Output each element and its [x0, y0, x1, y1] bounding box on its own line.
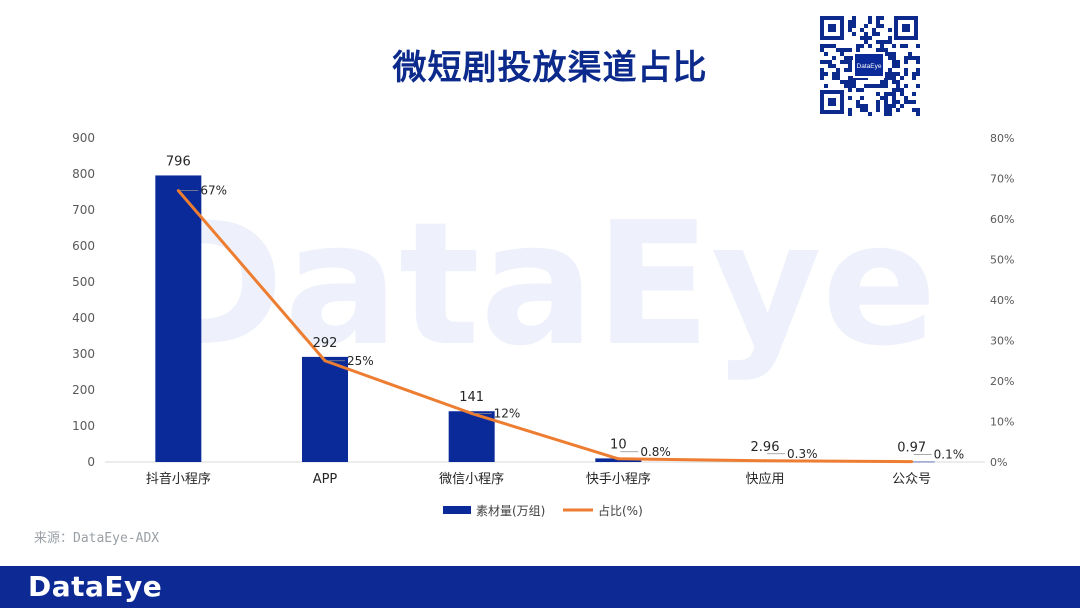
bar-series	[155, 175, 935, 463]
line-point	[616, 457, 620, 461]
legend-bar-label: 素材量(万组)	[476, 504, 545, 518]
line-value-label: 0.3%	[787, 447, 818, 461]
category-label: APP	[313, 472, 338, 487]
left-tick-label: 600	[72, 239, 95, 253]
bar-data-labels: 796 292 141 10 2.96 0.97	[166, 154, 926, 455]
bar-value-label: 796	[166, 154, 191, 169]
right-tick-label: 50%	[990, 254, 1014, 267]
line-value-label: 12%	[494, 406, 521, 420]
right-tick-label: 0%	[990, 456, 1007, 469]
category-label: 快应用	[745, 471, 784, 487]
left-tick-label: 700	[72, 203, 95, 217]
line-point	[763, 459, 767, 463]
footer-bar: DataEye	[0, 566, 1080, 608]
qr-center-logo: DataEye	[857, 63, 882, 70]
watermark: DataEye	[143, 186, 937, 384]
qr-code: DataEye	[818, 14, 920, 116]
left-tick-label: 900	[72, 131, 95, 145]
bar	[302, 356, 348, 462]
right-tick-label: 10%	[990, 416, 1014, 429]
bar-value-label: 2.96	[751, 440, 780, 455]
legend-bar-swatch	[443, 506, 471, 514]
x-axis-labels: 抖音小程序 APP 微信小程序 快手小程序 快应用 公众号	[146, 471, 931, 487]
left-axis: 0 100 200 300 400 500 600 700 800 900	[72, 131, 95, 469]
legend: 素材量(万组) 占比(%)	[443, 503, 643, 518]
line-series	[176, 189, 914, 464]
right-axis: 0% 10% 20% 30% 40% 50% 60% 70% 80%	[990, 132, 1014, 469]
right-tick-label: 30%	[990, 335, 1014, 348]
category-label: 快手小程序	[586, 472, 651, 487]
left-tick-label: 400	[72, 311, 95, 325]
bar	[155, 175, 202, 462]
right-tick-label: 70%	[990, 173, 1014, 186]
chart-title: 微短剧投放渠道占比	[392, 48, 708, 88]
line-value-label: 25%	[347, 354, 374, 368]
line-point	[470, 411, 474, 415]
bar-value-label: 0.97	[897, 441, 926, 456]
combo-chart: DataEye 0 100 200 300 400 500 600 700 800 900 0% 1…	[72, 131, 1014, 518]
category-label: 公众号	[892, 472, 931, 487]
right-tick-label: 40%	[990, 294, 1014, 307]
bar-value-label: 10	[610, 437, 627, 452]
left-tick-label: 200	[72, 383, 95, 397]
left-tick-label: 800	[72, 167, 95, 181]
category-label: 微信小程序	[439, 472, 504, 487]
legend-line-label: 占比(%)	[598, 503, 643, 518]
right-tick-label: 20%	[990, 375, 1014, 388]
left-tick-label: 100	[72, 419, 95, 433]
right-tick-label: 60%	[990, 213, 1014, 226]
bar-value-label: 141	[459, 390, 484, 405]
left-tick-label: 300	[72, 347, 95, 361]
line-point	[910, 460, 914, 464]
line-value-label: 67%	[200, 184, 227, 198]
source-note: 来源：DataEye-ADX	[34, 531, 160, 546]
category-label: 抖音小程序	[146, 471, 211, 487]
share-line	[177, 189, 912, 464]
right-tick-label: 80%	[990, 132, 1014, 145]
line-value-label: 0.1%	[934, 448, 965, 462]
line-point	[323, 359, 327, 363]
footer-logo: DataEye	[28, 570, 163, 603]
line-data-labels: 67% 25% 12% 0.8% 0.3% 0.1%	[180, 184, 964, 462]
left-tick-label: 500	[72, 275, 95, 289]
line-point	[176, 189, 180, 193]
left-tick-label: 0	[87, 455, 95, 469]
line-value-label: 0.8%	[640, 445, 671, 459]
bar-value-label: 292	[313, 336, 338, 351]
